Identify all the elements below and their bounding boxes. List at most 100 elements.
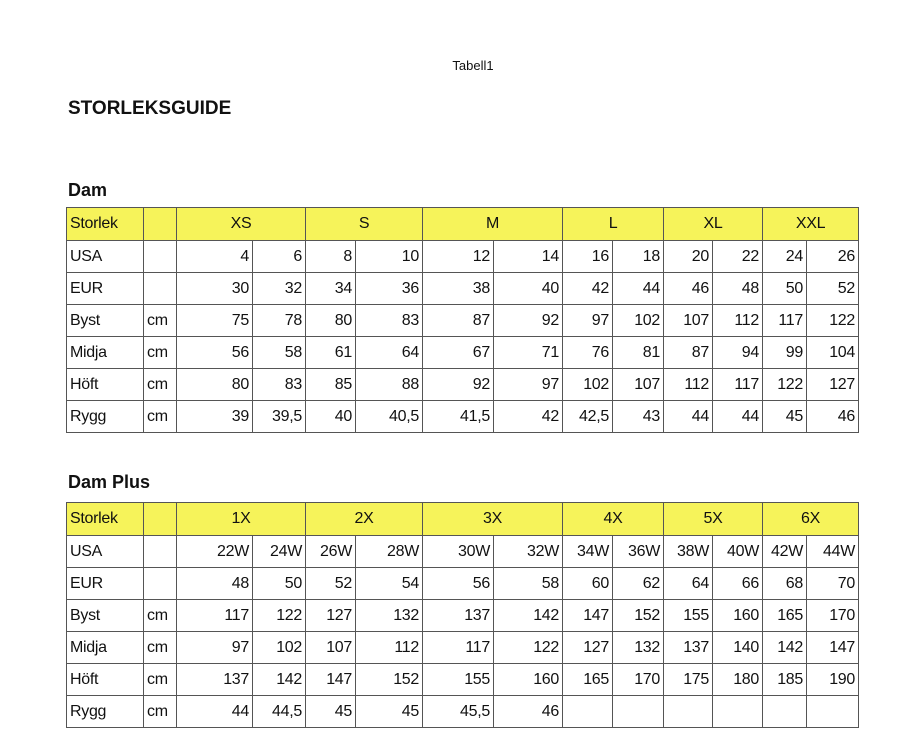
header-label: Storlek: [66, 207, 144, 241]
value-cell: 60: [562, 567, 613, 600]
value-cell: 137: [663, 631, 713, 664]
header-row: Storlek XS S M L XL XXL: [66, 207, 859, 241]
value-cell: 42W: [762, 535, 807, 568]
value-cell: 180: [712, 663, 763, 696]
value-cell: 14: [493, 240, 563, 273]
row-label: USA: [66, 240, 144, 273]
value-cell: 97: [176, 631, 253, 664]
value-cell: 56: [422, 567, 494, 600]
value-cell: 16: [562, 240, 613, 273]
value-cell: 117: [762, 304, 807, 337]
value-cell: 40,5: [355, 400, 423, 433]
value-cell: 127: [806, 368, 859, 401]
value-cell: 170: [612, 663, 664, 696]
value-cell: 44W: [806, 535, 859, 568]
value-cell: 12: [422, 240, 494, 273]
value-cell: 41,5: [422, 400, 494, 433]
row-unit: cm: [143, 631, 177, 664]
value-cell: 170: [806, 599, 859, 632]
value-cell: 104: [806, 336, 859, 369]
value-cell: 44: [176, 695, 253, 728]
value-cell: 160: [712, 599, 763, 632]
value-cell: 97: [562, 304, 613, 337]
size-header: 5X: [663, 502, 763, 536]
value-cell: 94: [712, 336, 763, 369]
value-cell: 30: [176, 272, 253, 305]
value-cell: 36: [355, 272, 423, 305]
value-cell: 36W: [612, 535, 664, 568]
value-cell: [712, 695, 763, 728]
value-cell: 40W: [712, 535, 763, 568]
page-title: Tabell1: [452, 58, 494, 73]
value-cell: 155: [422, 663, 494, 696]
value-cell: 64: [355, 336, 423, 369]
value-cell: 46: [493, 695, 563, 728]
value-cell: 122: [493, 631, 563, 664]
value-cell: 45: [355, 695, 423, 728]
value-cell: 22W: [176, 535, 253, 568]
row-unit: cm: [143, 695, 177, 728]
value-cell: 34: [305, 272, 356, 305]
value-cell: 58: [493, 567, 563, 600]
value-cell: 66: [712, 567, 763, 600]
value-cell: 190: [806, 663, 859, 696]
row-unit: [143, 272, 177, 305]
value-cell: 28W: [355, 535, 423, 568]
value-cell: 62: [612, 567, 664, 600]
value-cell: 45,5: [422, 695, 494, 728]
table-title: Dam: [68, 180, 108, 200]
value-cell: 152: [355, 663, 423, 696]
value-cell: 24: [762, 240, 807, 273]
value-cell: 20: [663, 240, 713, 273]
row-unit: [143, 535, 177, 568]
value-cell: 46: [663, 272, 713, 305]
value-cell: 22: [712, 240, 763, 273]
value-cell: 87: [663, 336, 713, 369]
value-cell: 38W: [663, 535, 713, 568]
value-cell: 50: [252, 567, 306, 600]
value-cell: [562, 695, 613, 728]
value-cell: 8: [305, 240, 356, 273]
value-cell: 102: [252, 631, 306, 664]
value-cell: 58: [252, 336, 306, 369]
value-cell: 102: [612, 304, 664, 337]
value-cell: 165: [562, 663, 613, 696]
row-label: Byst: [66, 599, 144, 632]
value-cell: 83: [355, 304, 423, 337]
value-cell: 92: [493, 304, 563, 337]
value-cell: 155: [663, 599, 713, 632]
value-cell: 85: [305, 368, 356, 401]
value-cell: 68: [762, 567, 807, 600]
value-cell: 117: [422, 631, 494, 664]
value-cell: 92: [422, 368, 494, 401]
row-label: Midja: [66, 631, 144, 664]
size-header: M: [422, 207, 563, 241]
row-label: Byst: [66, 304, 144, 337]
value-cell: 99: [762, 336, 807, 369]
value-cell: 6: [252, 240, 306, 273]
row-label: Höft: [66, 368, 144, 401]
value-cell: 97: [493, 368, 563, 401]
value-cell: 107: [305, 631, 356, 664]
value-cell: 44,5: [252, 695, 306, 728]
value-cell: 39: [176, 400, 253, 433]
value-cell: 52: [806, 272, 859, 305]
value-cell: 32: [252, 272, 306, 305]
header-blank: [143, 502, 177, 536]
header-blank: [143, 207, 177, 241]
value-cell: 40: [305, 400, 356, 433]
size-header: 1X: [176, 502, 306, 536]
value-cell: 48: [176, 567, 253, 600]
value-cell: 87: [422, 304, 494, 337]
table-row: Höft cm 80 83 85 88 92 97 102 107 112 117 122 127: [66, 368, 859, 401]
row-label: USA: [66, 535, 144, 568]
value-cell: 80: [305, 304, 356, 337]
value-cell: 26: [806, 240, 859, 273]
size-header: XL: [663, 207, 763, 241]
value-cell: 147: [305, 663, 356, 696]
value-cell: 160: [493, 663, 563, 696]
value-cell: 46: [806, 400, 859, 433]
table-row: USA 22W 24W 26W 28W 30W 32W 34W 36W 38W 40W 42W 44W: [66, 535, 859, 568]
value-cell: 18: [612, 240, 664, 273]
size-table: Storlek XS S M L XL XXL USA 4 6 8 10 12 14 16 18 20 22 24 2…: [66, 207, 859, 433]
